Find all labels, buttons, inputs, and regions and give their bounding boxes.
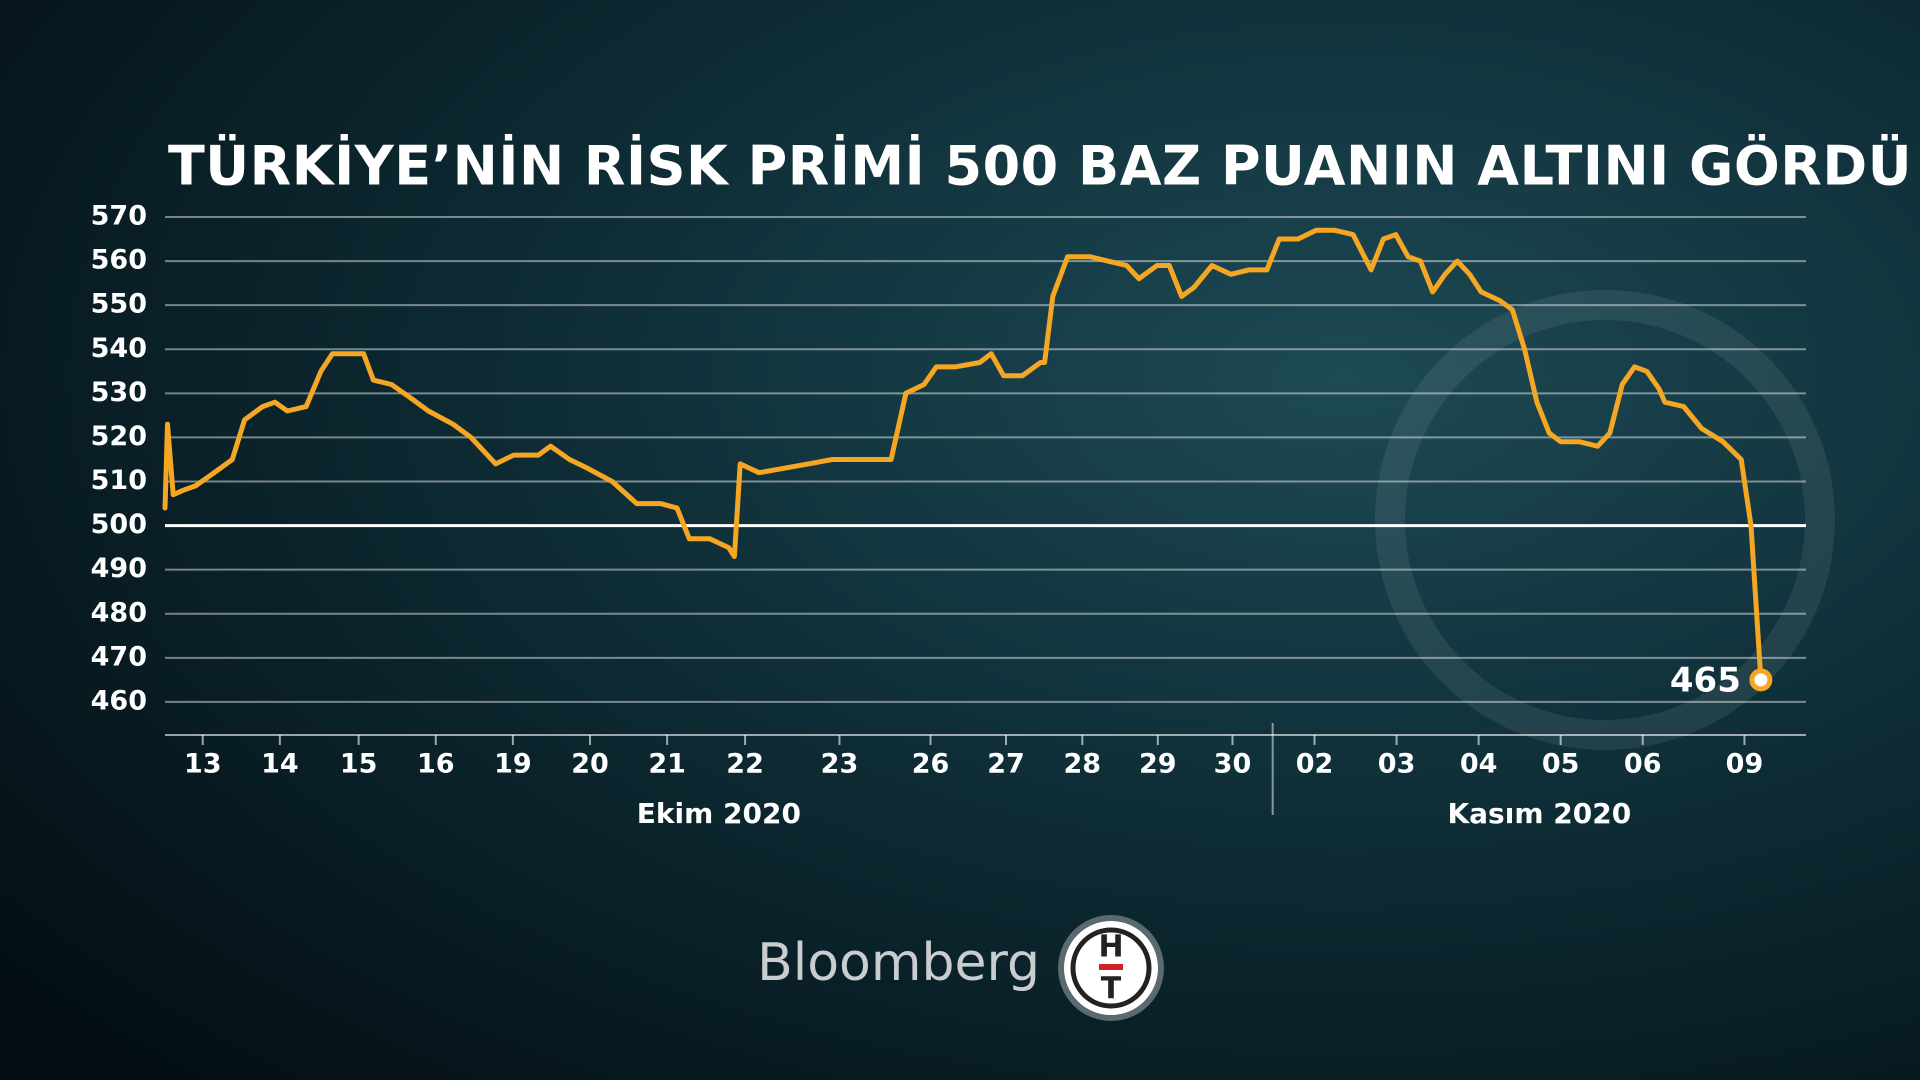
y-tick-label: 530 [91,377,147,408]
y-tick-label: 520 [91,421,147,452]
y-tick-label: 560 [91,245,147,276]
y-tick-label: 540 [91,333,147,364]
x-tick-label: 14 [261,749,299,780]
line-series [162,227,1764,683]
brand-mark-bar [1099,964,1123,970]
x-tick-label: 13 [184,749,222,780]
brand-name: Bloomberg [757,933,1040,993]
y-tick-label: 570 [91,201,147,232]
end-marker [1749,668,1773,692]
y-tick-label: 490 [91,553,147,584]
x-tick-label: 04 [1460,749,1498,780]
x-tick-label: 30 [1214,749,1252,780]
x-tick-label: 05 [1542,749,1580,780]
y-tick-label: 470 [91,641,147,672]
x-tick-label: 03 [1378,749,1416,780]
x-tick-label: 28 [1064,749,1102,780]
logo: Bloomberg H T [757,915,1164,1021]
y-tick-label: 550 [91,289,147,320]
x-tick-label: 27 [987,749,1025,780]
x-tick-label: 02 [1296,749,1334,780]
x-tick-label: 09 [1726,749,1764,780]
data-label: 465 [1670,660,1741,700]
x-tick-label: 23 [821,749,859,780]
y-tick-label: 500 [91,509,147,540]
chart-title: TÜRKİYE’NİN RİSK PRİMİ 500 BAZ PUANIN AL… [168,135,1912,198]
x-tick-label: 29 [1139,749,1177,780]
y-tick-label: 480 [91,597,147,628]
brand-mark-top: H [1098,930,1123,965]
x-tick-label: 15 [340,749,378,780]
x-tick-label: 19 [494,749,532,780]
x-tick-label: 06 [1624,749,1662,780]
x-group-label: Ekim 2020 [637,797,801,830]
x-tick-label: 22 [726,749,764,780]
y-tick-label: 460 [91,685,147,716]
y-tick-label: 510 [91,465,147,496]
x-tick-label: 21 [648,749,686,780]
brand-mark-bottom: T [1101,972,1122,1007]
x-tick-label: 20 [571,749,609,780]
x-tick-label: 16 [417,749,455,780]
x-group-label: Kasım 2020 [1447,797,1631,830]
x-tick-label: 26 [912,749,950,780]
